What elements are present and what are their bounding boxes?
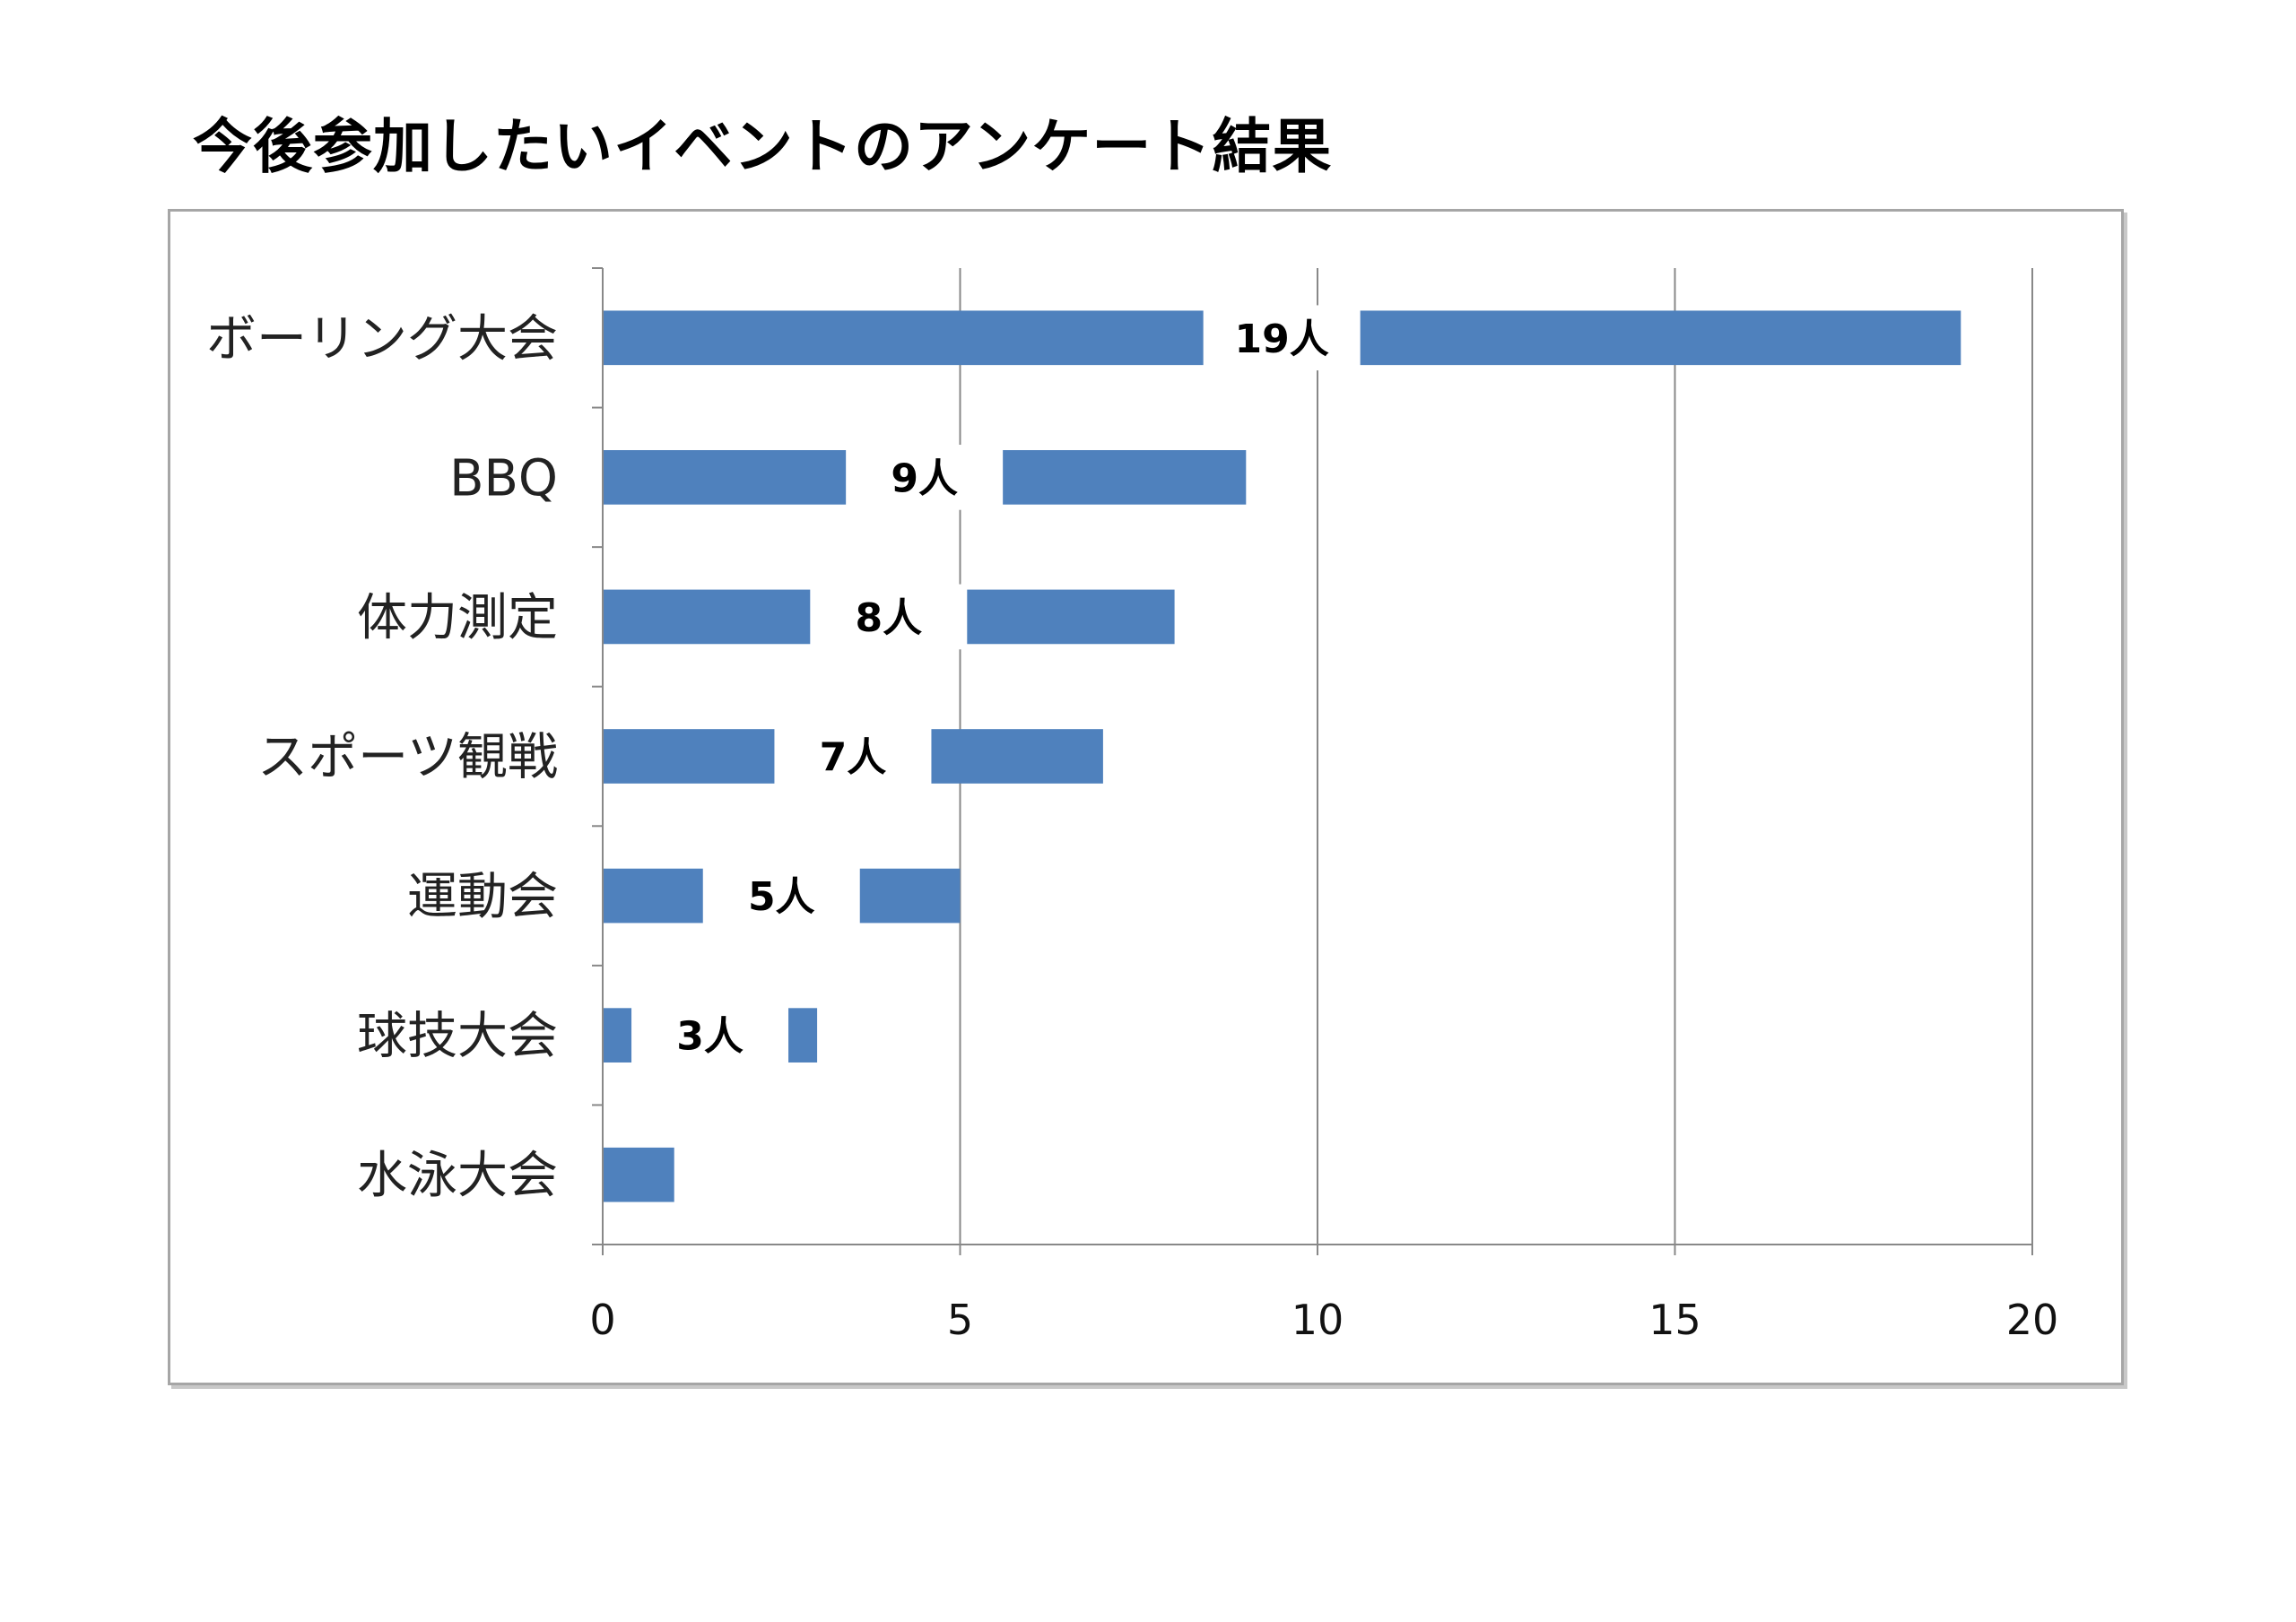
- grid-lines: [959, 268, 2033, 1245]
- category-label: 球技大会: [357, 1008, 558, 1066]
- page-title: 今後参加したいイベントのアンケート結果: [193, 112, 1333, 181]
- data-label-background: [702, 863, 860, 929]
- data-label-background: [810, 584, 968, 650]
- category-label: BBQ: [449, 449, 558, 507]
- category-label: 体力測定: [357, 589, 558, 647]
- x-tick-label: 5: [947, 1296, 973, 1344]
- data-label: 8人: [855, 595, 922, 641]
- category-label: スポーツ観戦: [257, 729, 558, 787]
- data-label-background: [846, 445, 1004, 510]
- x-tick-label: 15: [1648, 1296, 1701, 1344]
- x-tick-label: 0: [589, 1296, 615, 1344]
- data-label: 9人: [891, 455, 958, 501]
- category-label: 運動会: [407, 868, 558, 926]
- chart-frame: 0 5 10 15 20 ボーリング大会 19人 BBQ 9人体力測定 8人スポーツ観戦 7人運動会…: [168, 209, 2124, 1385]
- data-label-background: [774, 724, 932, 789]
- data-label-background: [631, 1002, 789, 1068]
- axes: [592, 267, 2033, 1255]
- data-label: 7人: [820, 735, 887, 781]
- category-label: 水泳大会: [357, 1147, 558, 1205]
- x-tick-label: 10: [1292, 1296, 1344, 1344]
- x-tick-label: 20: [2006, 1296, 2059, 1344]
- data-label: 5人: [748, 874, 815, 920]
- bar: [603, 1147, 674, 1202]
- category-label: ボーリング大会: [206, 310, 558, 369]
- data-label: 3人: [676, 1014, 744, 1060]
- data-label-background: [1203, 305, 1361, 371]
- data-label: 19人: [1235, 317, 1329, 362]
